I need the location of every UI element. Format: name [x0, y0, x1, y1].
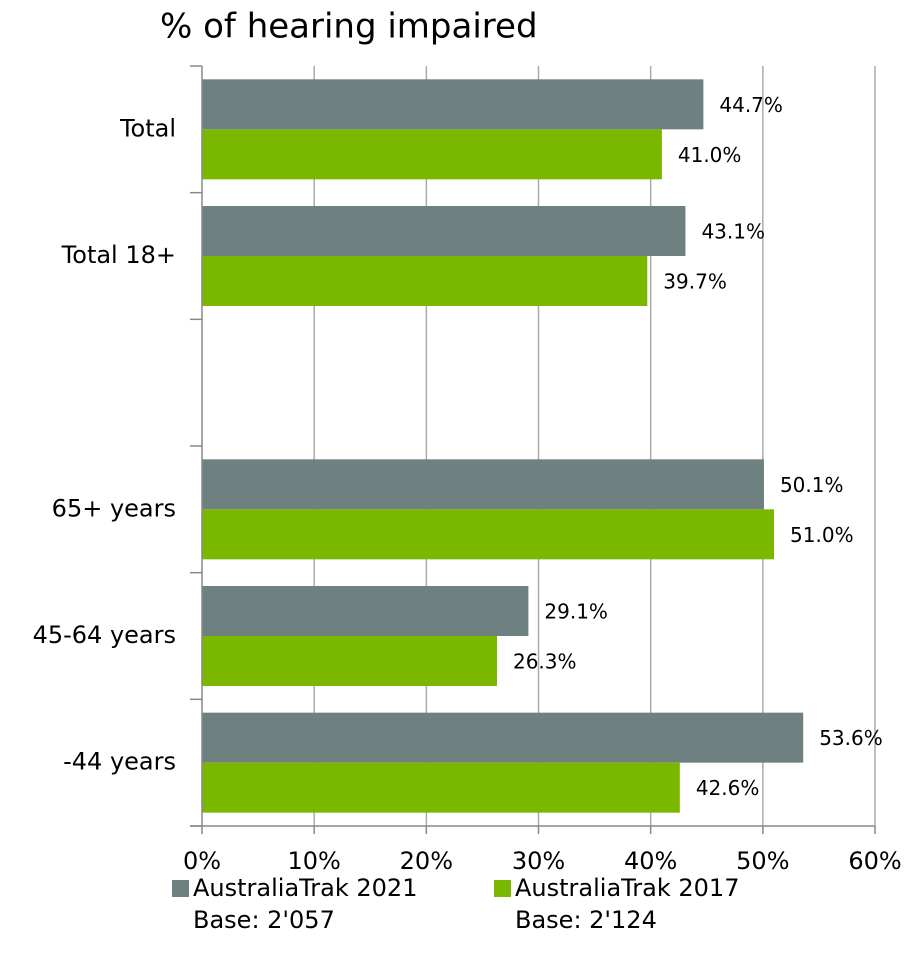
bar: [202, 459, 764, 510]
data-label: 26.3%: [513, 650, 577, 674]
y-tick-label: Total 18+: [61, 241, 176, 269]
bar: [202, 256, 648, 306]
legend-label: AustraliaTrak 2017: [515, 874, 739, 902]
bar: [202, 509, 775, 560]
y-tick-label: -44 years: [63, 748, 176, 776]
legend-base: Base: 2'057: [193, 906, 335, 934]
data-label: 41.0%: [678, 143, 742, 167]
bar: [202, 129, 662, 180]
x-tick-label: 20%: [400, 847, 453, 875]
legend-label: AustraliaTrak 2021: [193, 874, 417, 902]
x-tick-label: 50%: [736, 847, 789, 875]
y-tick-label: 65+ years: [52, 494, 176, 522]
bar: [202, 79, 704, 130]
legend-swatch: [172, 880, 189, 897]
chart-title: % of hearing impaired: [160, 7, 538, 47]
data-label: 50.1%: [780, 473, 844, 497]
x-tick-label: 30%: [512, 847, 565, 875]
y-tick-label: 45-64 years: [33, 621, 176, 649]
data-label: 29.1%: [544, 600, 608, 624]
bar: [202, 586, 529, 636]
x-tick-label: 0%: [183, 847, 221, 875]
legend-swatch: [494, 880, 511, 897]
x-tick-label: 40%: [624, 847, 677, 875]
data-label: 42.6%: [696, 776, 760, 800]
y-tick-label: Total: [119, 114, 176, 142]
legend-base: Base: 2'124: [515, 906, 657, 934]
bar: [202, 762, 680, 813]
data-label: 39.7%: [663, 270, 727, 294]
data-label: 44.7%: [719, 93, 783, 117]
data-label: 53.6%: [819, 726, 883, 750]
data-label: 51.0%: [790, 523, 854, 547]
data-label: 43.1%: [701, 220, 765, 244]
x-tick-label: 60%: [848, 847, 901, 875]
bar: [202, 206, 686, 256]
x-tick-label: 10%: [287, 847, 340, 875]
bar: [202, 636, 497, 686]
bar: [202, 712, 804, 763]
